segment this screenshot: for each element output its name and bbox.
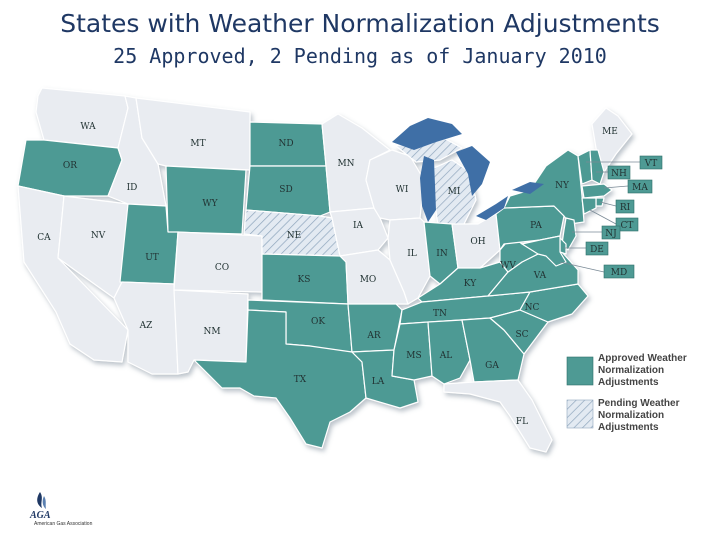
lake-erie	[476, 196, 508, 220]
callout-box-ri	[615, 199, 635, 214]
state-ma	[581, 183, 613, 199]
legend-pending-line-2: Normalization	[598, 410, 664, 421]
callout-box-ma	[627, 179, 653, 194]
state-label-nh: NH	[611, 169, 627, 179]
state-label-oh: OH	[470, 237, 485, 247]
state-label-ri: RI	[620, 203, 631, 213]
state-wa	[35, 87, 129, 149]
legend-pending-line-3: Adjustments	[598, 422, 659, 433]
state-label-ca: CA	[37, 233, 51, 243]
state-label-ia: IA	[353, 221, 364, 231]
state-label-ks: KS	[298, 275, 311, 285]
state-label-or: OR	[63, 161, 77, 171]
state-label-wa: WA	[80, 122, 96, 132]
state-label-tx: TX	[294, 375, 307, 385]
state-label-nd: ND	[278, 139, 293, 149]
state-il	[387, 217, 431, 305]
page-title: States with Weather Normalization Adjust…	[60, 9, 660, 38]
state-label-ga: GA	[485, 361, 499, 371]
state-labels: WA OR CA NV ID MT WY UT AZ CO NM ND SD N…	[37, 122, 657, 427]
state-label-il: IL	[407, 249, 417, 259]
state-label-nm: NM	[203, 327, 220, 337]
legend-swatch-pending	[566, 399, 594, 429]
state-label-al: AL	[439, 351, 452, 361]
callout-box-de	[585, 241, 609, 256]
great-lakes	[392, 118, 544, 222]
state-label-ny: NY	[555, 181, 570, 191]
state-label-me: ME	[602, 127, 618, 137]
state-wy	[165, 165, 247, 235]
state-label-sd: SD	[279, 185, 292, 195]
state-label-co: CO	[215, 263, 229, 273]
aga-logo: AGA American Gas Association	[29, 492, 93, 527]
callout-box-nh	[607, 165, 631, 180]
state-label-wy: WY	[202, 199, 218, 209]
lake-ontario	[512, 182, 544, 194]
state-label-nv: NV	[91, 231, 106, 241]
state-nj	[561, 217, 577, 251]
state-label-de: DE	[590, 245, 604, 255]
state-label-pa: PA	[530, 221, 542, 231]
state-label-ky: KY	[464, 279, 477, 289]
state-label-fl: FL	[516, 417, 528, 427]
legend-pending-line-1: Pending Weather	[598, 398, 680, 409]
legend-swatch-approved	[566, 356, 594, 386]
state-label-ar: AR	[366, 331, 380, 341]
state-tx	[193, 309, 367, 449]
callout-box-nj	[601, 225, 621, 240]
states-layer	[17, 87, 633, 453]
state-label-wi: WI	[396, 185, 409, 195]
lake-superior	[392, 118, 462, 150]
state-label-nj: NJ	[605, 229, 617, 239]
legend-approved-line-2: Normalization	[598, 365, 664, 376]
state-label-la: LA	[372, 377, 385, 387]
state-label-ok: OK	[311, 317, 325, 327]
state-label-wv: WV	[500, 261, 516, 271]
state-label-ne: NE	[287, 231, 301, 241]
state-md	[521, 235, 567, 267]
aga-flame-icon	[37, 492, 46, 509]
callout-box-vt	[639, 155, 663, 170]
state-label-az: AZ	[139, 321, 153, 331]
page-subtitle: 25 Approved, 2 Pending as of January 201…	[113, 44, 607, 68]
callout-box-md	[603, 264, 635, 279]
state-label-mt: MT	[190, 139, 205, 149]
state-label-ut: UT	[145, 253, 159, 263]
state-label-mo: MO	[360, 275, 377, 285]
state-az	[113, 281, 179, 375]
state-label-vt: VT	[644, 159, 658, 169]
state-label-ct: CT	[621, 221, 634, 231]
legend-approved-line-3: Adjustments	[598, 377, 659, 388]
state-ct	[581, 197, 597, 215]
map-legend: Approved Weather Normalization Adjustmen…	[566, 353, 687, 433]
state-ar	[347, 303, 403, 353]
legend-approved-line-1: Approved Weather	[598, 353, 687, 364]
lake-michigan	[420, 156, 436, 222]
state-label-mn: MN	[337, 159, 354, 169]
state-label-tn: TN	[433, 309, 447, 319]
state-label-ms: MS	[406, 351, 421, 361]
aga-logo-mark: AGA	[29, 510, 51, 521]
state-label-nc: NC	[525, 303, 540, 313]
state-sd	[245, 165, 331, 217]
state-sc	[489, 309, 549, 355]
state-label-va: VA	[533, 271, 547, 281]
state-label-ma: MA	[632, 183, 648, 193]
ne-callouts	[559, 155, 663, 279]
state-label-id: ID	[127, 183, 138, 193]
aga-logo-org: American Gas Association	[34, 521, 93, 527]
state-nh	[589, 149, 605, 185]
callout-box-ct	[615, 217, 639, 232]
state-label-md: MD	[611, 268, 627, 278]
state-co	[173, 231, 263, 293]
state-fl	[443, 379, 553, 453]
state-label-sc: SC	[515, 330, 528, 340]
state-label-in: IN	[436, 249, 448, 259]
lake-huron	[456, 146, 490, 196]
state-label-mi: MI	[448, 187, 461, 197]
